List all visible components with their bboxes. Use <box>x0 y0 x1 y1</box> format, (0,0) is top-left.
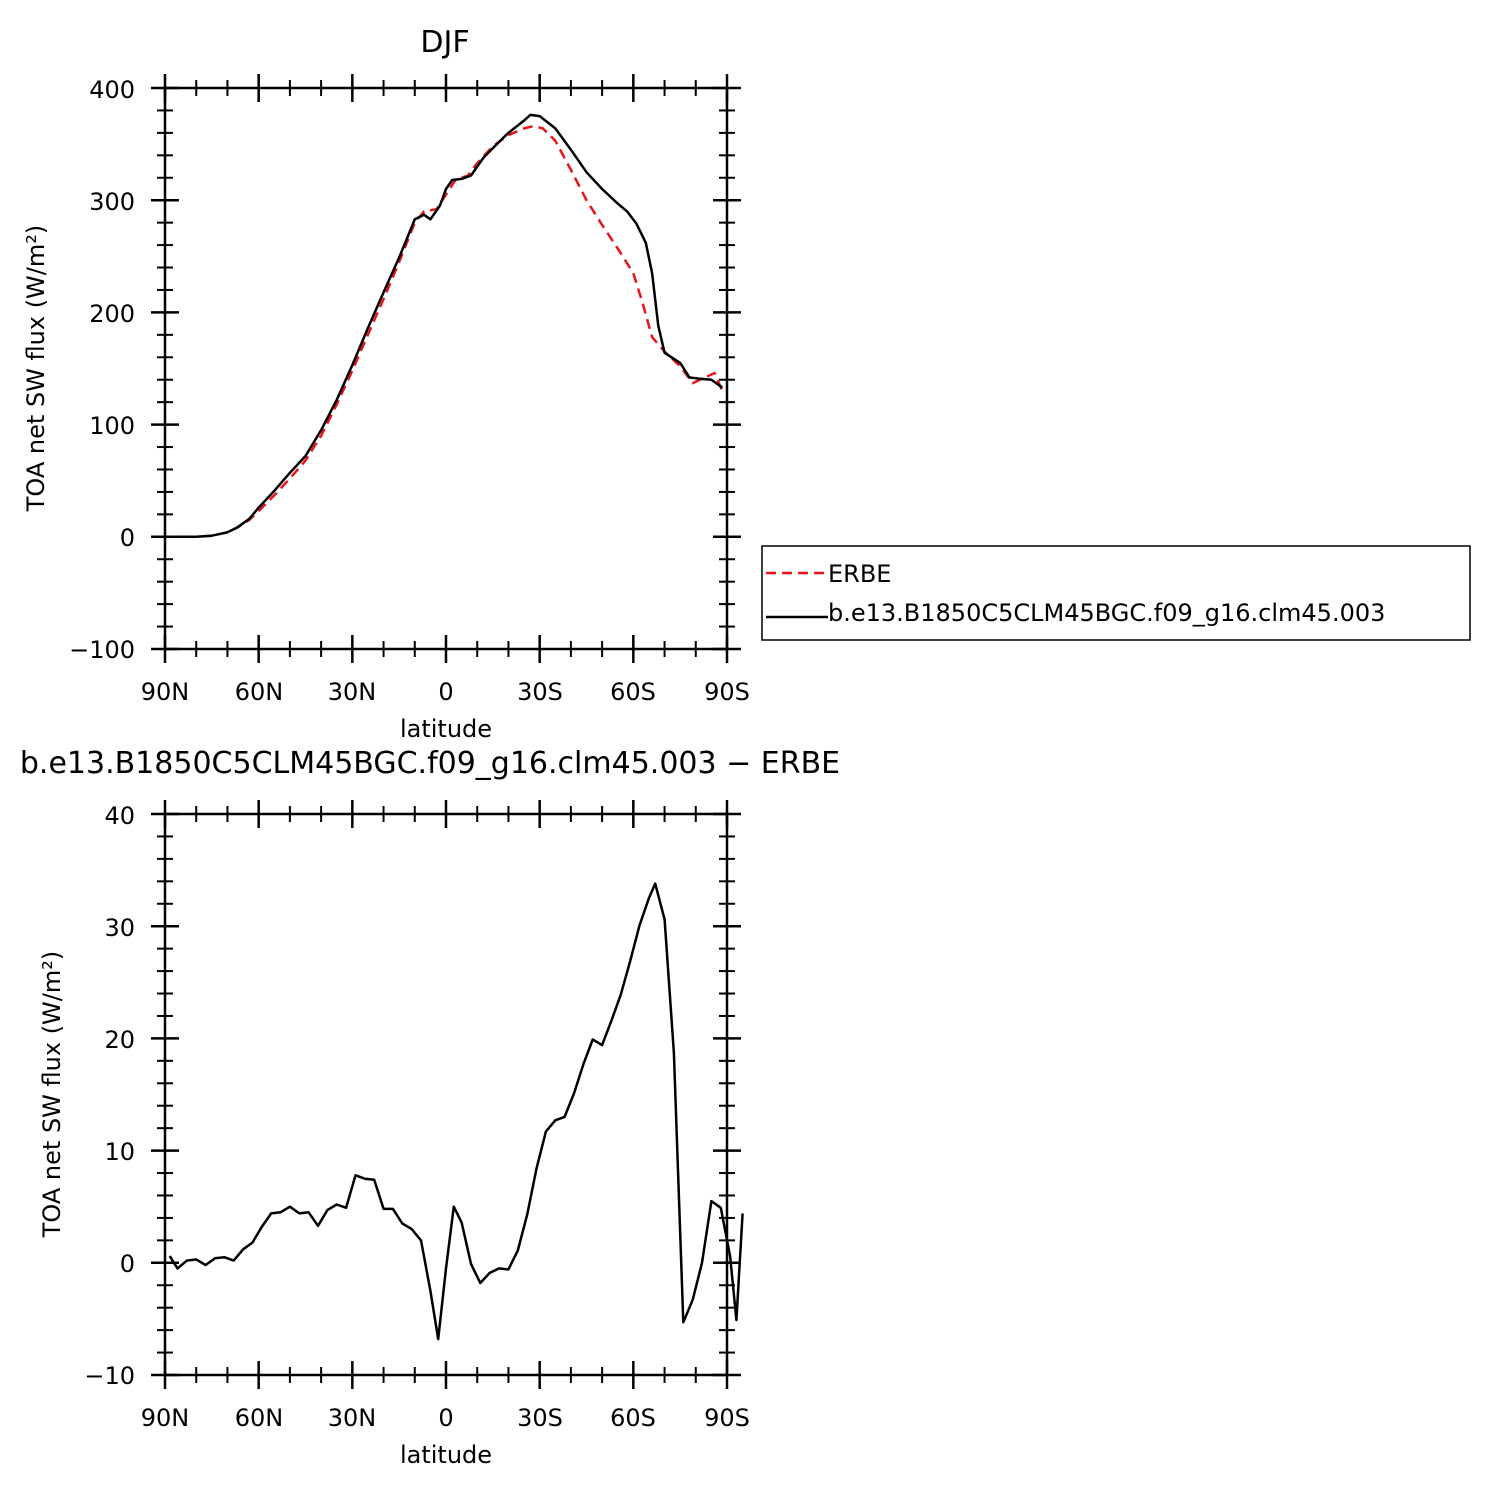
bottom-series-line-0 <box>168 882 744 1341</box>
top-minor-ticks <box>157 80 735 657</box>
top-x-tick-label: 90N <box>141 678 190 706</box>
top-y-tick-label: −100 <box>69 636 135 664</box>
bottom-x-tick-label: 30N <box>328 1404 377 1432</box>
top-x-tick-label: 30N <box>328 678 377 706</box>
top-x-axis-label: latitude <box>400 715 492 743</box>
legend: ERBE b.e13.B1850C5CLM45BGC.f09_g16.clm45… <box>761 545 1471 641</box>
panel-top: DJF 90N 60N 30N 0 30S 60S 90S −100 0 100… <box>22 25 750 743</box>
legend-label-erbe: ERBE <box>828 560 891 588</box>
top-x-tick-label: 60N <box>235 678 284 706</box>
top-y-tick-label: 0 <box>120 524 135 552</box>
bottom-y-tick-labels: −10 0 10 20 30 40 <box>84 802 135 1390</box>
bottom-plot-frame <box>163 812 729 1377</box>
bottom-series <box>168 882 744 1341</box>
bottom-x-tick-label: 0 <box>438 1404 453 1432</box>
bottom-x-tick-label: 60S <box>610 1404 656 1432</box>
top-x-tick-label: 60S <box>610 678 656 706</box>
legend-label-model: b.e13.B1850C5CLM45BGC.f09_g16.clm45.003 <box>828 599 1385 627</box>
top-x-tick-label: 0 <box>438 678 453 706</box>
bottom-x-tick-label: 90N <box>141 1404 190 1432</box>
bottom-y-tick-label: 40 <box>104 802 135 830</box>
bottom-y-tick-label: 0 <box>120 1250 135 1278</box>
legend-box <box>761 545 1471 641</box>
top-y-axis-label: TOA net SW flux (W/m²) <box>22 225 50 513</box>
top-x-tick-labels: 90N 60N 30N 0 30S 60S 90S <box>141 678 750 706</box>
bottom-major-ticks <box>151 800 741 1389</box>
bottom-x-tick-label: 90S <box>704 1404 750 1432</box>
top-major-ticks <box>151 74 741 663</box>
bottom-chart-title: b.e13.B1850C5CLM45BGC.f09_g16.clm45.003 … <box>20 746 840 781</box>
top-plot-frame <box>163 86 729 651</box>
bottom-minor-ticks <box>157 806 735 1383</box>
top-y-tick-label: 300 <box>89 188 135 216</box>
bottom-x-tick-labels: 90N 60N 30N 0 30S 60S 90S <box>141 1404 750 1432</box>
bottom-x-tick-label: 30S <box>517 1404 563 1432</box>
bottom-y-tick-label: 10 <box>104 1138 135 1166</box>
bottom-x-axis-label: latitude <box>400 1441 492 1469</box>
top-y-tick-label: 200 <box>89 300 135 328</box>
bottom-y-tick-label: 30 <box>104 914 135 942</box>
top-y-tick-labels: −100 0 100 200 300 400 <box>69 76 135 664</box>
bottom-y-axis-label: TOA net SW flux (W/m²) <box>38 951 66 1239</box>
bottom-x-tick-label: 60N <box>235 1404 284 1432</box>
top-series <box>169 113 724 539</box>
panel-bottom: b.e13.B1850C5CLM45BGC.f09_g16.clm45.003 … <box>20 746 840 1469</box>
top-y-tick-label: 400 <box>89 76 135 104</box>
bottom-y-tick-label: 20 <box>104 1026 135 1054</box>
bottom-y-tick-label: −10 <box>84 1362 135 1390</box>
top-x-tick-label: 90S <box>704 678 750 706</box>
top-y-tick-label: 100 <box>89 412 135 440</box>
top-series-line-1 <box>169 113 724 539</box>
top-x-tick-label: 30S <box>517 678 563 706</box>
top-chart-title: DJF <box>420 25 469 60</box>
